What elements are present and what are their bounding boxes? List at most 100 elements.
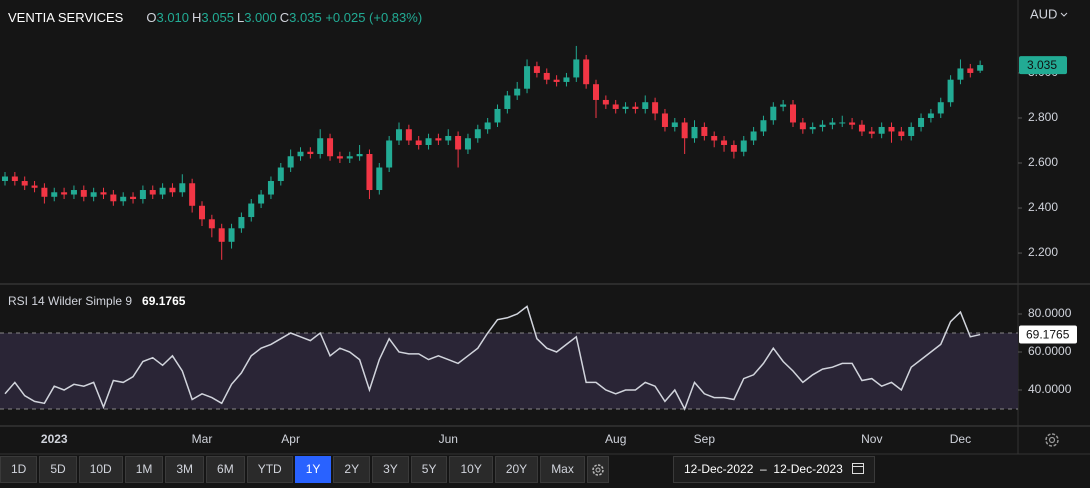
date-from: 12-Dec-2022: [684, 462, 754, 476]
date-to: 12-Dec-2023: [773, 462, 843, 476]
y-tick-label: 60.0000: [1028, 344, 1072, 358]
candle-body: [405, 129, 412, 141]
candle-body: [464, 138, 471, 150]
candle-body: [809, 126, 816, 130]
candle-body: [61, 192, 68, 195]
candle-body: [199, 205, 205, 220]
range-button[interactable]: 3Y: [372, 456, 409, 483]
candle-body: [780, 104, 787, 107]
candle-body: [11, 176, 18, 182]
range-button[interactable]: 10Y: [449, 456, 493, 483]
candle-body: [356, 153, 363, 157]
settings-button[interactable]: [586, 456, 609, 483]
ohlc-key: O: [146, 10, 157, 25]
range-button[interactable]: YTD: [246, 456, 293, 483]
candle-body: [376, 167, 383, 191]
candle-body: [218, 228, 225, 242]
calendar-icon: [852, 463, 865, 474]
rsi-title: RSI 14 Wilder Simple 9: [8, 294, 133, 308]
candle-body: [839, 122, 846, 124]
x-tick-label: Apr: [281, 432, 300, 446]
symbol: VENTIA SERVICES: [8, 10, 124, 25]
candle-body: [415, 140, 422, 145]
candle-body: [524, 66, 531, 89]
candle-body: [908, 126, 915, 136]
date-range[interactable]: 12-Dec-2022 – 12-Dec-2023: [673, 456, 876, 483]
currency[interactable]: AUD: [1030, 6, 1057, 21]
candle-body: [41, 187, 48, 197]
candle-body: [622, 106, 629, 109]
candle-body: [90, 192, 97, 197]
ohlc-value: 3.010: [156, 10, 190, 25]
candle-body: [770, 106, 777, 121]
date-sep: –: [760, 462, 767, 476]
candle-body: [386, 140, 393, 168]
y-tick-label: 2.400: [1028, 200, 1058, 214]
candle-body: [760, 120, 767, 132]
candle-body: [267, 181, 274, 195]
range-button[interactable]: 6M: [206, 456, 245, 483]
range-button[interactable]: 20Y: [494, 456, 539, 483]
range-button[interactable]: 5D: [39, 456, 77, 483]
x-tick-label: Nov: [861, 432, 882, 446]
candle-body: [790, 104, 796, 123]
candle-body: [70, 190, 77, 195]
candle-body: [425, 138, 432, 145]
candle-body: [238, 217, 245, 229]
x-tick-label: Jun: [439, 432, 458, 446]
range-button[interactable]: 1M: [124, 456, 164, 483]
candle-body: [317, 138, 324, 154]
candle-body: [336, 156, 343, 159]
range-toolbar: 1D 5D 10D 1M 3M 6M YTD 1Y 2Y 3Y 5Y 10Y 20Y Max: [0, 456, 609, 483]
candle-body: [583, 59, 590, 85]
candle-body: [228, 228, 235, 242]
range-button[interactable]: 1Y: [294, 456, 332, 483]
candle-body: [612, 104, 619, 109]
candle-body: [179, 183, 186, 193]
range-button[interactable]: 1D: [0, 456, 38, 483]
candle-body: [711, 135, 718, 141]
x-tick-label: Sep: [694, 432, 716, 446]
candle-body: [799, 122, 806, 130]
candle-body: [366, 153, 373, 191]
y-tick-label: 2.800: [1028, 110, 1058, 124]
candle-body: [307, 151, 314, 154]
change: +0.025 (+0.83%): [325, 10, 423, 25]
candle-body: [967, 68, 974, 73]
gear-icon: [592, 463, 604, 476]
candle-body: [888, 126, 895, 132]
candle-body: [504, 95, 511, 109]
candle-body: [563, 77, 570, 82]
rsi-tag-bg: [1019, 325, 1077, 344]
x-tick-label: Dec: [950, 432, 971, 446]
candle-body: [474, 129, 481, 139]
candle-body: [110, 194, 117, 202]
settings-icon[interactable]: [1045, 433, 1059, 447]
currency-chevron: [1060, 12, 1068, 17]
candle-body: [937, 102, 944, 114]
candle-body: [208, 219, 215, 229]
range-button[interactable]: 2Y: [333, 456, 371, 483]
candle-body: [573, 59, 580, 78]
rsi-value: 69.1765: [142, 294, 186, 308]
candle-body: [100, 192, 107, 195]
y-tick-label: 40.0000: [1028, 382, 1072, 396]
range-button[interactable]: 3M: [165, 456, 205, 483]
candle-body: [858, 124, 865, 132]
candle-body: [80, 190, 87, 197]
range-button[interactable]: 10D: [78, 456, 123, 483]
candle-body: [898, 131, 905, 136]
range-button[interactable]: 5Y: [410, 456, 448, 483]
candle-body: [602, 99, 609, 105]
candle-body: [31, 185, 38, 188]
candle-body: [396, 129, 402, 141]
candle-body: [671, 122, 678, 127]
candle-body: [120, 196, 127, 202]
candle-body: [740, 140, 747, 152]
candle-body: [445, 135, 452, 141]
range-button[interactable]: Max: [540, 456, 585, 483]
candle-body: [21, 181, 28, 186]
candle-body: [484, 122, 491, 130]
